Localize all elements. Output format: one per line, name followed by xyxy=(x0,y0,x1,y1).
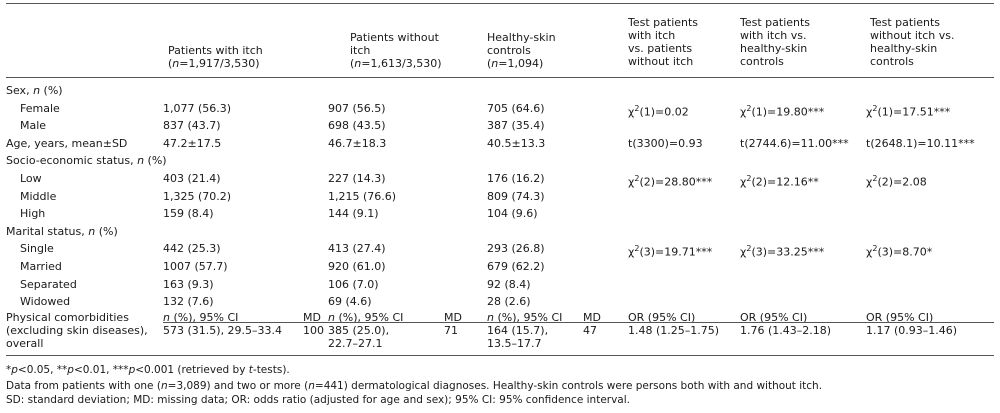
table-cell: 705 (64.6) xyxy=(487,101,545,115)
comorbidity-sub-rule xyxy=(163,322,994,323)
comorbidity-healthy-value-line1: 164 (15.7), xyxy=(487,324,549,337)
row-label: High xyxy=(20,207,46,221)
row-label: Sex, n (%) xyxy=(6,84,63,97)
table-cell: 1007 (57.7) xyxy=(163,260,228,273)
row-label: Married xyxy=(20,260,62,273)
comorbidity-label-line1: Physical comorbidities xyxy=(6,311,129,324)
table-cell: 47.2±17.5 xyxy=(163,136,222,150)
row-label: Middle xyxy=(20,189,57,203)
comorbidity-healthy-md: 47 xyxy=(583,324,597,337)
comorbidity-sub-or2: OR (95% CI) xyxy=(740,311,808,324)
comorbidity-md-healthy: MD xyxy=(583,311,601,324)
row-label: Marital status, n (%) xyxy=(6,224,118,238)
table-bottom-rule xyxy=(6,355,994,356)
table-cell: χ2(2)=28.80*** xyxy=(628,174,713,189)
table-cell: t(2648.1)=10.11*** xyxy=(866,136,975,150)
table-cell: 40.5±13.3 xyxy=(487,136,546,150)
comorbidity-sub-noitch: n (%), 95% CI xyxy=(328,311,404,324)
comorbidity-noitch-md: 71 xyxy=(444,324,458,337)
table-cell: 144 (9.1) xyxy=(328,207,379,221)
footnote-data: Data from patients with one (n=3,089) an… xyxy=(6,380,823,392)
row-label: Low xyxy=(20,172,42,185)
comorbidity-sub-healthy: n (%), 95% CI xyxy=(487,311,563,324)
comorbidity-or2: 1.76 (1.43–2.18) xyxy=(740,324,832,337)
table-cell: χ2(1)=17.51*** xyxy=(866,103,951,119)
table-cell: 413 (27.4) xyxy=(328,242,386,256)
table-cell: 28 (2.6) xyxy=(487,295,531,309)
table-cell: 442 (25.3) xyxy=(163,242,221,256)
comorbidity-sub-itch-rest: (%), 95% CI xyxy=(169,311,239,324)
table-cell: χ2(1)=0.02 xyxy=(628,103,689,119)
table-cell: 679 (62.2) xyxy=(487,260,545,273)
table-cell: 1,325 (70.2) xyxy=(163,189,232,203)
comorbidity-sub-or1: OR (95% CI) xyxy=(628,311,696,324)
header-healthy-skin-controls: Healthy-skin controls (n=1,094) xyxy=(487,31,556,70)
table-cell: 809 (74.3) xyxy=(487,189,545,203)
table-cell: 387 (35.4) xyxy=(487,119,545,133)
comorbidity-sub-itch: n (%), 95% CI xyxy=(163,311,239,324)
row-label: Single xyxy=(20,242,54,256)
table-cell: 92 (8.4) xyxy=(487,277,531,291)
footnote-abbreviations: SD: standard deviation; MD: missing data… xyxy=(6,394,630,406)
table-cell: 227 (14.3) xyxy=(328,172,386,185)
table-cell: 104 (9.6) xyxy=(487,207,538,221)
comorbidity-label-line3: overall xyxy=(6,337,44,350)
table-cell: 907 (56.5) xyxy=(328,101,386,115)
table-cell: 159 (8.4) xyxy=(163,207,214,221)
row-label: Separated xyxy=(20,277,77,291)
table-cell: χ2(2)=12.16** xyxy=(740,174,819,189)
comorbidity-md-itch: MD xyxy=(303,311,321,324)
table-cell: 1,215 (76.6) xyxy=(328,189,397,203)
comorbidity-md-noitch: MD xyxy=(444,311,462,324)
table-cell: 837 (43.7) xyxy=(163,119,221,133)
comorbidity-or3: 1.17 (0.93–1.46) xyxy=(866,324,958,337)
comorbidity-noitch-value-line2: 22.7–27.1 xyxy=(328,337,383,350)
header-test-noitch-vs-healthy: Test patients without itch vs. healthy-s… xyxy=(870,16,955,68)
table-cell: 132 (7.6) xyxy=(163,295,214,309)
table-cell: 293 (26.8) xyxy=(487,242,545,256)
comorbidity-noitch-value-line1: 385 (25.0), xyxy=(328,324,390,337)
table-cell: 106 (7.0) xyxy=(328,277,379,291)
header-test-itch-vs-healthy: Test patients with itch vs. healthy-skin… xyxy=(740,16,811,68)
table-cell: 69 (4.6) xyxy=(328,295,372,309)
comorbidity-itch-md: 100 xyxy=(303,324,324,337)
table-cell: 46.7±18.3 xyxy=(328,136,387,150)
row-label: Age, years, mean±SD xyxy=(6,136,128,150)
table-cell: χ2(1)=19.80*** xyxy=(740,103,825,119)
comorbidity-sub-or3: OR (95% CI) xyxy=(866,311,934,324)
footnote-significance: *p<0.05, **p<0.01, ***p<0.001 (retrieved… xyxy=(6,364,290,376)
comorbidity-healthy-value-line2: 13.5–17.7 xyxy=(487,337,542,350)
row-label: Socio-economic status, n (%) xyxy=(6,154,167,168)
header-bottom-rule xyxy=(6,77,994,78)
table-cell: 176 (16.2) xyxy=(487,172,545,185)
table-cell: 163 (9.3) xyxy=(163,277,214,291)
header-patients-with-itch: Patients with itch (n=1,917/3,530) xyxy=(168,44,263,70)
header-test-itch-vs-noitch: Test patients with itch vs. patients wit… xyxy=(628,16,699,68)
table-cell: χ2(3)=19.71*** xyxy=(628,244,713,260)
table-cell: χ2(3)=33.25*** xyxy=(740,244,825,260)
table-cell: 698 (43.5) xyxy=(328,119,386,133)
row-label: Female xyxy=(20,101,60,115)
table-cell: t(3300)=0.93 xyxy=(628,136,703,150)
row-label: Widowed xyxy=(20,295,71,309)
comorbidity-or1: 1.48 (1.25–1.75) xyxy=(628,324,720,337)
comorbidity-itch-value: 573 (31.5), 29.5–33.4 xyxy=(163,324,283,337)
table-cell: χ2(3)=8.70* xyxy=(866,244,933,260)
table-cell: 1,077 (56.3) xyxy=(163,101,232,115)
table-cell: 403 (21.4) xyxy=(163,172,221,185)
comorbidity-label-line2: (excluding skin diseases), xyxy=(6,324,148,337)
table-top-rule xyxy=(6,3,994,4)
table-cell: 920 (61.0) xyxy=(328,260,386,273)
table-cell: χ2(2)=2.08 xyxy=(866,174,927,189)
header-patients-without-itch: Patients without itch (n=1,613/3,530) xyxy=(350,31,442,70)
row-label: Male xyxy=(20,119,47,133)
table-cell: t(2744.6)=11.00*** xyxy=(740,136,849,150)
